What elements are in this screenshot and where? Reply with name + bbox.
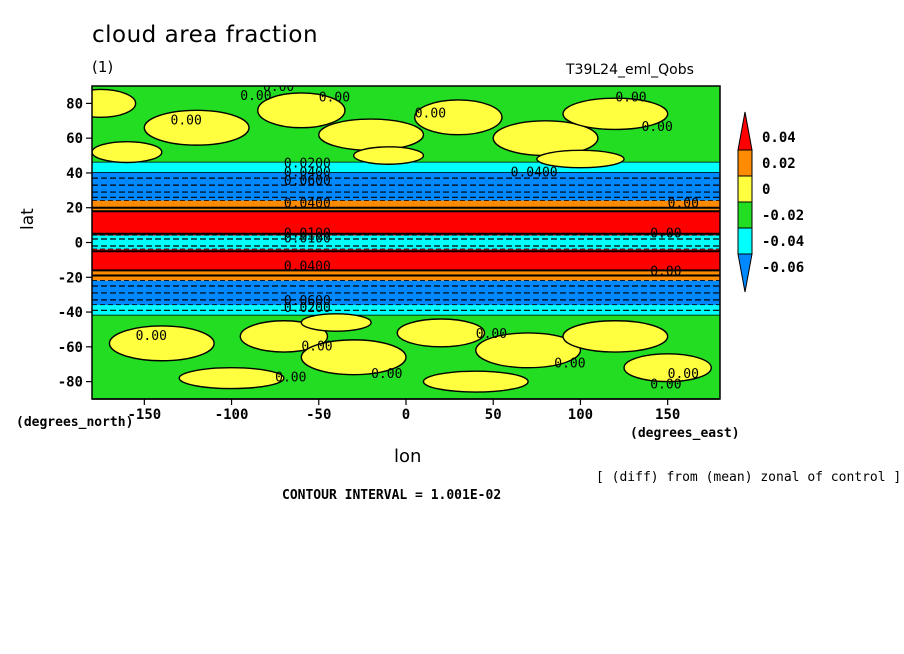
positive-patch: [239, 320, 329, 353]
x-axis-units: (degrees_east): [630, 426, 740, 441]
x-tick-label: -150: [127, 407, 161, 423]
contour-label: 0.00: [650, 265, 681, 280]
positive-patch: [92, 88, 137, 118]
colorbar-segment: [737, 111, 753, 151]
contour-label: 0.00: [615, 91, 646, 106]
contour-label: 0.0400: [284, 259, 331, 274]
zonal-band: [92, 305, 720, 316]
positive-patch: [300, 339, 407, 376]
x-tick-label: 0: [402, 407, 410, 423]
colorbar-label: 0.04: [762, 130, 796, 146]
y-tick-label: -60: [58, 340, 83, 356]
y-tick-label: 20: [66, 201, 83, 217]
positive-patch: [396, 318, 486, 348]
y-tick-label: -20: [58, 270, 83, 286]
contour-label: 0.0600: [284, 294, 331, 309]
contour-label: 0.00: [476, 327, 507, 342]
positive-patch: [178, 367, 285, 390]
contour-label: 0.00: [275, 371, 306, 386]
chart-subtitle: (1): [92, 58, 114, 76]
colorbar-segment: [737, 201, 753, 229]
colorbar-label: -0.02: [762, 208, 804, 224]
chart-title: cloud area fraction: [92, 22, 319, 48]
colorbar-segment: [737, 227, 753, 255]
positive-patch: [143, 109, 250, 146]
x-tick-label: 150: [655, 407, 680, 423]
y-axis-units: (degrees_north): [16, 415, 134, 430]
x-tick-label: -100: [215, 407, 249, 423]
contour-interval: CONTOUR INTERVAL = 1.001E-02: [282, 488, 502, 503]
colorbar-segment: [737, 253, 753, 293]
positive-patch: [300, 313, 372, 332]
contour-label: 0.00: [554, 357, 585, 372]
contour-label: 0.00: [415, 106, 446, 121]
y-tick-label: 60: [66, 131, 83, 147]
y-tick-label: 80: [66, 96, 83, 112]
y-tick-label: -40: [58, 305, 83, 321]
colorbar-segment: [737, 175, 753, 203]
y-tick-label: 40: [66, 166, 83, 182]
contour-label: 0.00: [263, 80, 294, 95]
contour-label: 0.0200: [284, 301, 331, 316]
positive-patch: [562, 320, 669, 353]
contour-label: 0.00: [136, 329, 167, 344]
run-label: T39L24_eml_Qobs: [566, 62, 694, 78]
contour-label: 0.00: [650, 378, 681, 393]
colorbar-segment: [737, 149, 753, 177]
positive-patch: [257, 92, 346, 129]
positive-patch: [475, 332, 582, 369]
contour-label: 0.00: [642, 120, 673, 135]
y-tick-label: -80: [58, 375, 83, 391]
y-tick-label: 0: [75, 236, 83, 252]
positive-patch: [623, 353, 712, 383]
positive-patch: [92, 140, 163, 164]
positive-patch: [414, 99, 503, 136]
zonal-band: [92, 162, 720, 173]
difference-note: [ (diff) from (mean) zonal of control ]: [596, 470, 902, 485]
colorbar-label: 0.02: [762, 156, 796, 172]
positive-patch: [352, 146, 425, 165]
zonal-band: [92, 235, 720, 250]
contour-label: 0.00: [301, 339, 332, 354]
positive-patch: [318, 118, 425, 152]
contour-label: 0.0100: [284, 232, 331, 247]
zonal-band: [92, 249, 720, 271]
contour-label: 0.0200: [284, 157, 331, 172]
contour-label: 0.0400: [511, 165, 558, 180]
colorbar-label: -0.04: [762, 234, 804, 250]
colorbar-label: -0.06: [762, 260, 804, 276]
positive-patch: [108, 325, 215, 362]
x-axis-label: lon: [394, 446, 422, 467]
zonal-band: [92, 200, 720, 212]
contour-label: 0.00: [650, 226, 681, 241]
contour-label: 0.0400: [284, 197, 331, 212]
zonal-band: [92, 211, 720, 236]
x-tick-label: 100: [568, 407, 593, 423]
contour-label: 0.0600: [284, 174, 331, 189]
zonal-band: [92, 172, 720, 201]
contour-label: 0.00: [668, 367, 699, 382]
positive-patch: [536, 149, 625, 169]
x-tick-label: -50: [306, 407, 331, 423]
positive-patch: [422, 370, 529, 393]
contour-label: 0.00: [371, 367, 402, 382]
contour-label: 0.0100: [284, 226, 331, 241]
contour-label: 0.0400: [284, 165, 331, 180]
x-tick-label: 50: [485, 407, 502, 423]
positive-patch: [562, 97, 669, 131]
colorbar-label: 0: [762, 182, 770, 198]
contour-label: 0.00: [319, 91, 350, 106]
contour-label: 0.00: [240, 89, 271, 104]
contour-label: 0.00: [668, 197, 699, 212]
contour-label: 0.00: [171, 113, 202, 128]
